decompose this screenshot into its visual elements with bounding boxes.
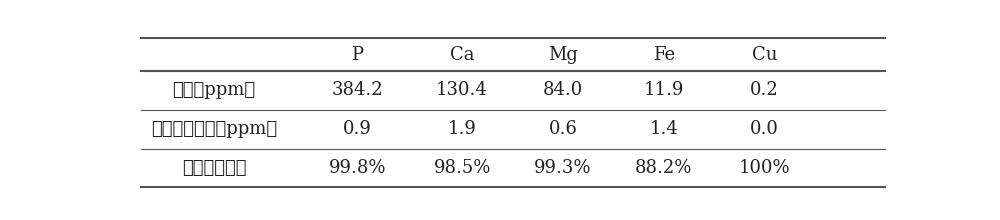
Text: 本发明处理后（ppm）: 本发明处理后（ppm） (151, 120, 277, 138)
Text: 0.2: 0.2 (750, 81, 779, 99)
Text: 99.3%: 99.3% (534, 159, 592, 177)
Text: 11.9: 11.9 (643, 81, 684, 99)
Text: 0.9: 0.9 (343, 120, 372, 138)
Text: 384.2: 384.2 (332, 81, 383, 99)
Text: 88.2%: 88.2% (635, 159, 692, 177)
Text: 1.9: 1.9 (448, 120, 477, 138)
Text: P: P (352, 46, 364, 64)
Text: Ca: Ca (450, 46, 474, 64)
Text: 0.6: 0.6 (548, 120, 577, 138)
Text: 99.8%: 99.8% (329, 159, 386, 177)
Text: 0.0: 0.0 (750, 120, 779, 138)
Text: Fe: Fe (653, 46, 675, 64)
Text: 毛油（ppm）: 毛油（ppm） (173, 81, 256, 99)
Text: 130.4: 130.4 (436, 81, 488, 99)
Text: 84.0: 84.0 (543, 81, 583, 99)
Text: 98.5%: 98.5% (433, 159, 491, 177)
Text: Mg: Mg (548, 46, 578, 64)
Text: 1.4: 1.4 (649, 120, 678, 138)
Text: 100%: 100% (739, 159, 790, 177)
Text: Cu: Cu (752, 46, 777, 64)
Text: 本发明脱除率: 本发明脱除率 (182, 159, 246, 177)
